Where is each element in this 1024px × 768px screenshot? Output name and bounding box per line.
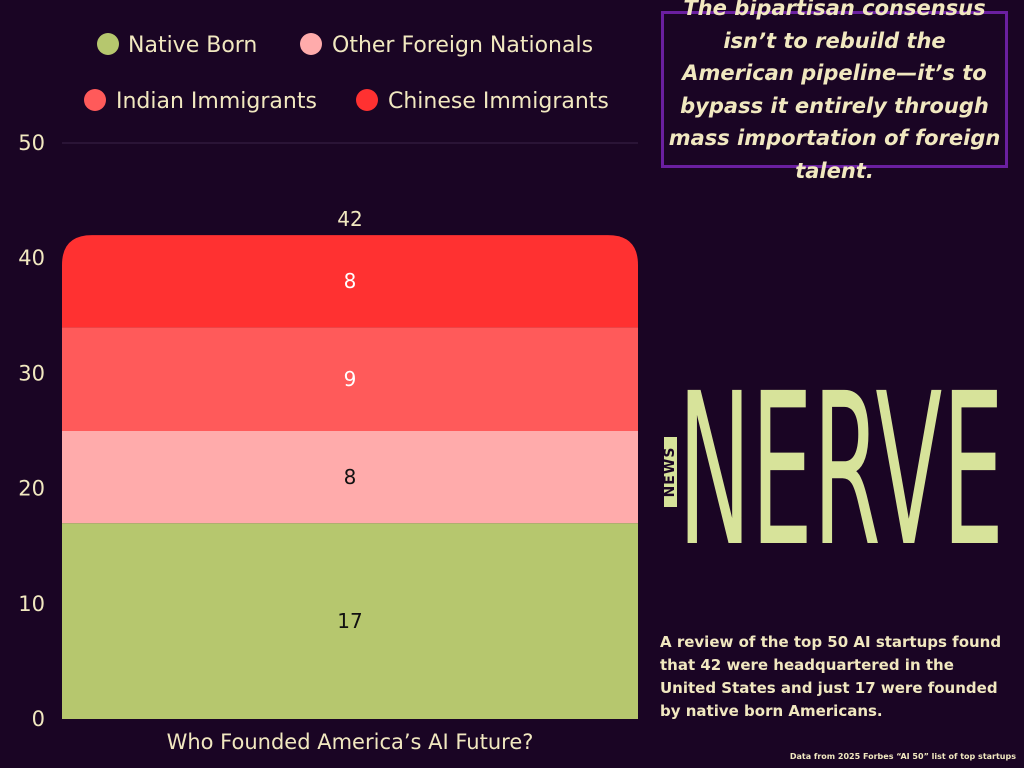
y-tick-label: 10 [18,592,45,616]
logo-wordmark-text: NERVE [678,380,1004,545]
bar-total-label: 42 [337,207,362,231]
y-tick-label: 0 [32,707,45,731]
legend-swatch [84,89,106,111]
description-text: A review of the top 50 AI startups found… [660,633,1002,720]
bar-segment-chinese-immigrants [62,235,638,328]
source-note: Data from 2025 Forbes “AI 50” list of to… [789,752,1016,761]
bar-segment-other-foreign-nationals [62,431,638,524]
bar-value-label: 17 [337,609,362,633]
legend-swatch [300,33,322,55]
legend-swatch [97,33,119,55]
nerve-news-logo: NEWS NERVE [662,380,1006,545]
quote-box: The bipartisan consensus isn’t to rebuil… [661,0,1008,183]
y-tick-label: 20 [18,477,45,501]
bar-value-label: 9 [344,367,357,391]
bar-segment-native-born [62,523,638,719]
logo-news-text: NEWS [662,446,678,498]
bar-value-label: 8 [344,269,357,293]
logo-wordmark: NERVE [678,380,1004,545]
y-tick-label: 40 [18,246,45,270]
quote-text: The bipartisan consensus isn’t to rebuil… [668,0,1001,183]
logo-news-tab [664,437,677,507]
legend-label: Indian Immigrants [116,89,317,114]
legend-label: Chinese Immigrants [388,89,609,114]
x-category-label: Who Founded America’s AI Future? [167,730,534,754]
legend-label: Other Foreign Nationals [332,33,593,58]
legend-label: Native Born [128,33,257,58]
y-tick-label: 30 [18,361,45,385]
bar-segment-indian-immigrants [62,327,638,431]
bar-value-label: 8 [344,465,357,489]
y-tick-label: 50 [18,131,45,155]
legend-swatch [356,89,378,111]
